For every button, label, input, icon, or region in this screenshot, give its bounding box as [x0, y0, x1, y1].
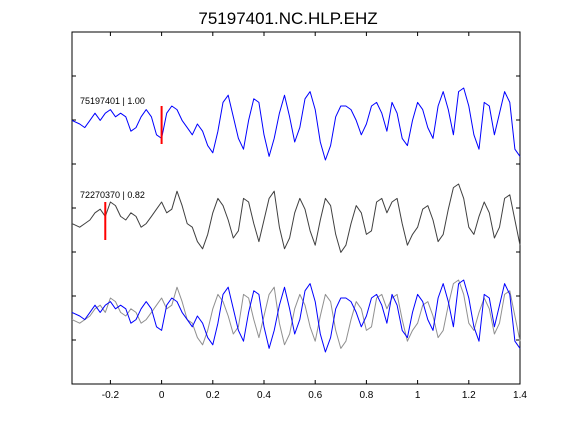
trace-secondary	[71, 183, 521, 253]
x-tick-label: 0.8	[359, 390, 373, 401]
x-tick-label: 1.2	[462, 390, 476, 401]
x-tick-label: 0.2	[206, 390, 220, 401]
x-tick-label: 0	[159, 390, 165, 401]
x-tick-label: -0.2	[102, 390, 120, 401]
x-tick-label: 0.4	[257, 390, 271, 401]
trace-labels: 75197401 | 1.00 72270370 | 0.82	[80, 96, 145, 200]
axis-ticks: -0.2 0 0.2 0.4 0.6 0.8 1 1.2 1.4	[72, 32, 527, 401]
overlay-trace-secondary	[71, 279, 521, 349]
x-tick-label: 1	[415, 390, 421, 401]
trace-group	[71, 87, 521, 353]
trace-label: 75197401 | 1.00	[80, 96, 145, 106]
x-tick-label: 0.6	[308, 390, 322, 401]
trace-primary	[71, 87, 521, 161]
chart-title: 75197401.NC.HLP.EHZ	[198, 9, 377, 28]
x-tick-label: 1.4	[513, 390, 527, 401]
overlay-trace-primary	[71, 279, 521, 353]
trace-label: 72270370 | 0.82	[80, 190, 145, 200]
